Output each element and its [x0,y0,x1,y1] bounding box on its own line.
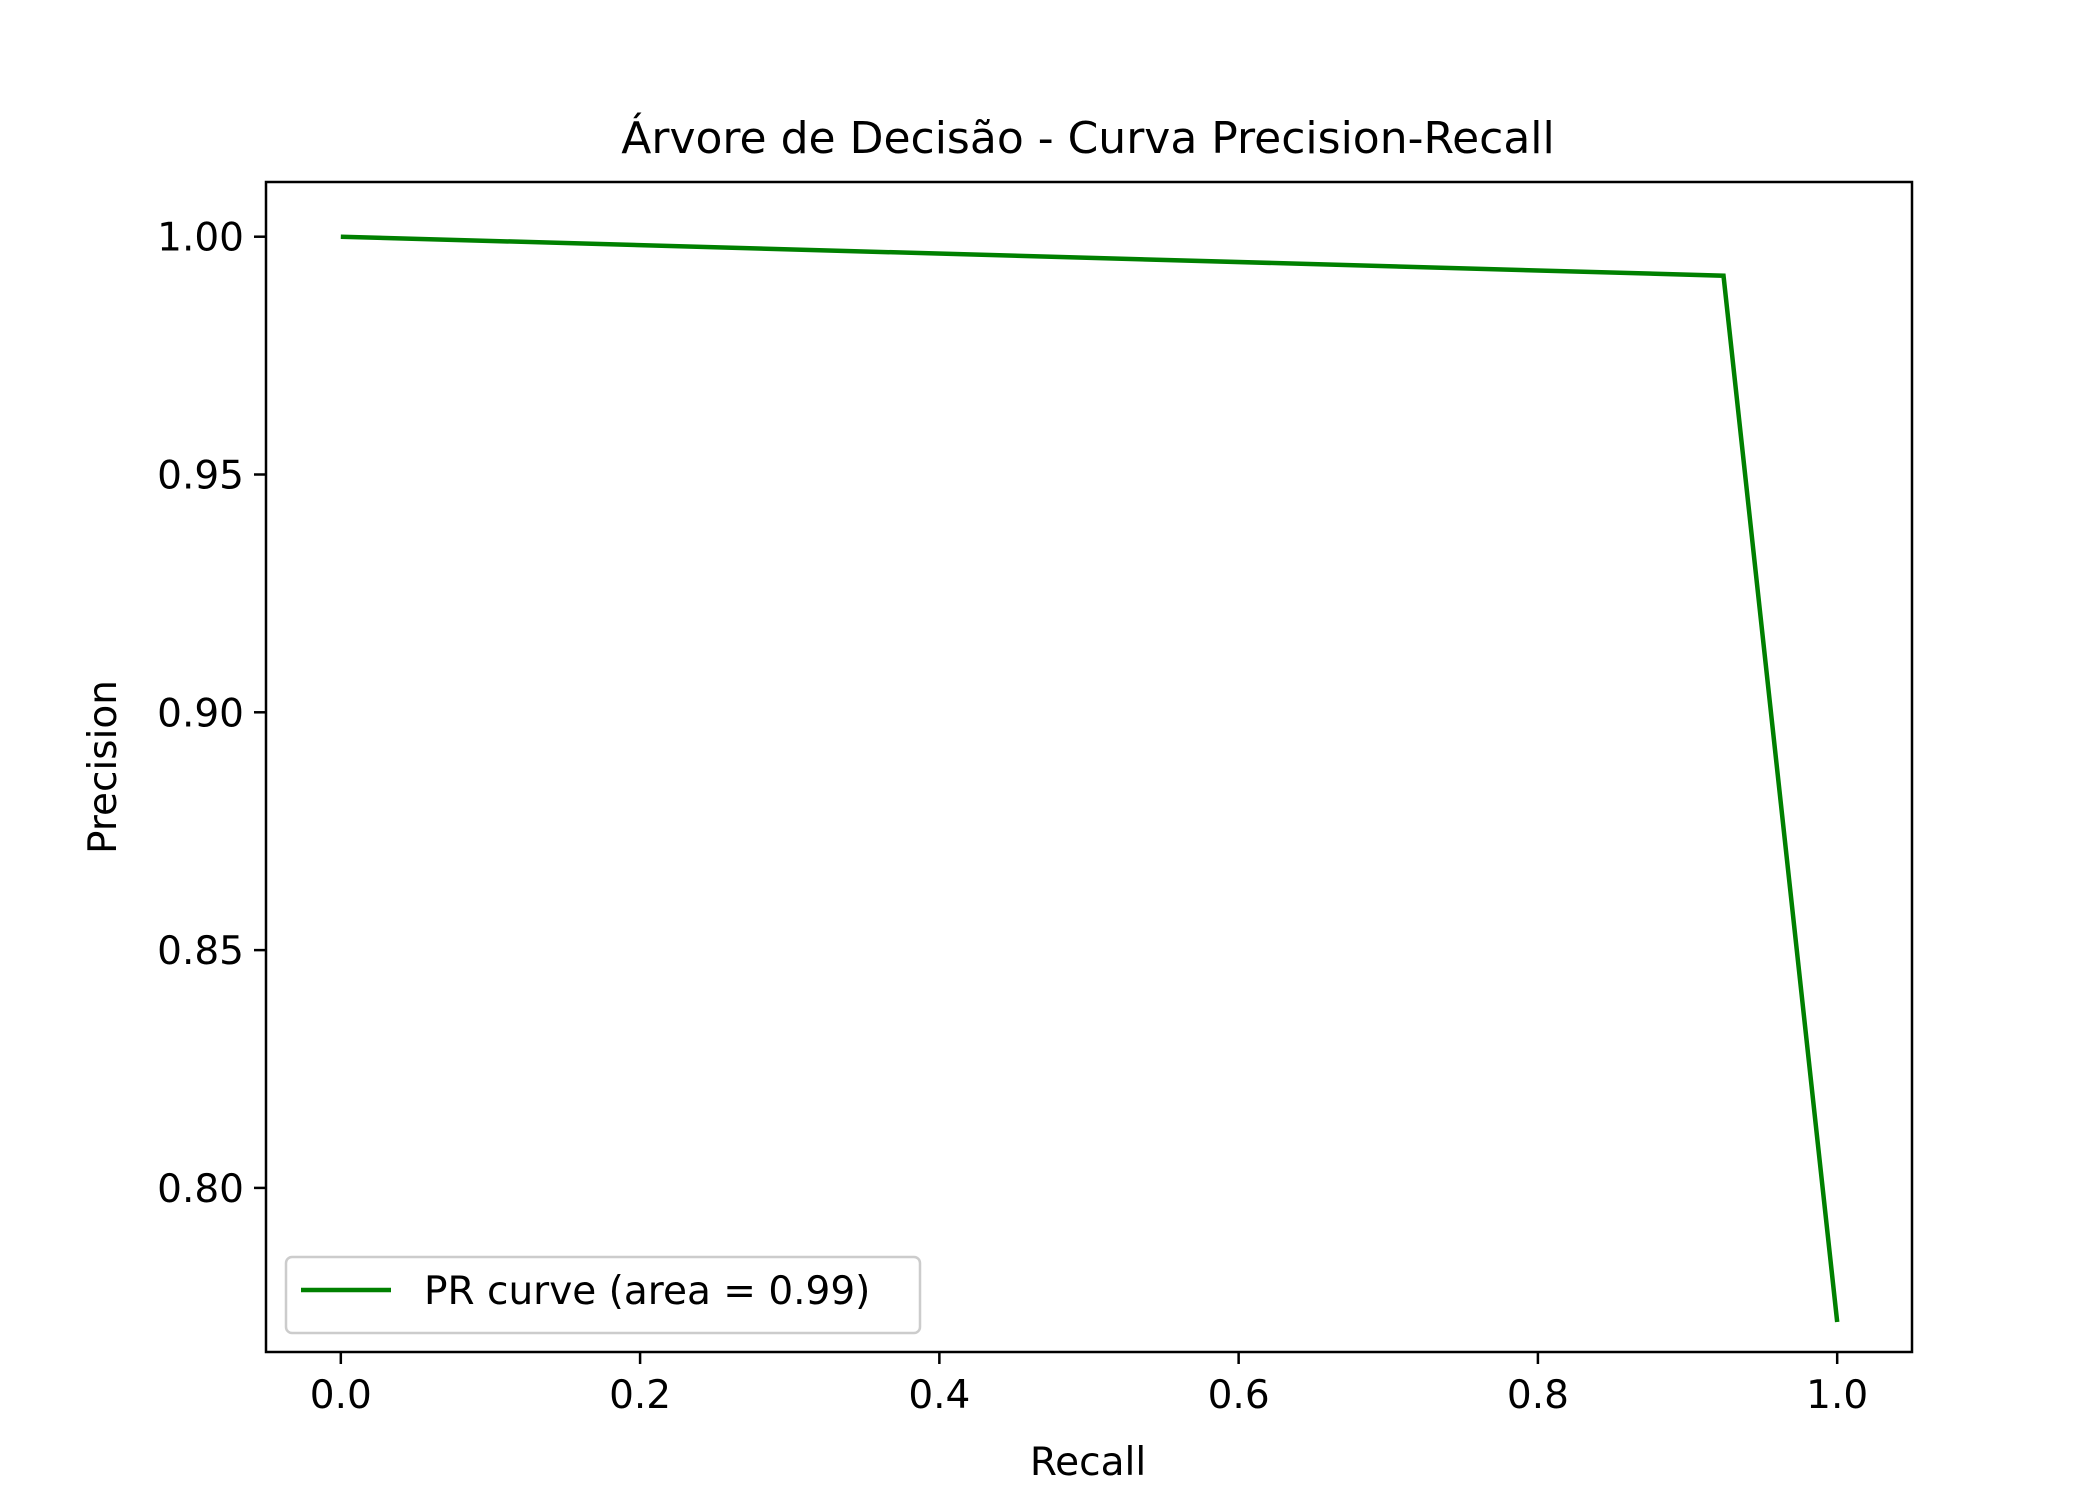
x-axis: 0.0 0.2 0.4 0.6 0.8 1.0 [310,1352,1868,1418]
pr-curve-line [340,234,1840,1323]
legend: PR curve (area = 0.99) [284,1255,922,1335]
x-tick-label: 0.8 [1507,1373,1569,1418]
series-layer [340,234,1840,1323]
axes-frame [264,180,1914,1354]
x-axis-label: Recall [1030,1440,1146,1485]
y-axis-label: Precision [81,680,126,854]
x-tick-label: 0.2 [609,1373,671,1418]
y-axis: 0.80 0.85 0.90 0.95 1.00 [157,216,266,1212]
legend-box [284,1255,922,1335]
y-tick-label: 1.00 [157,216,244,261]
plot-area: 0.0 0.2 0.4 0.6 0.8 1.0 0.80 0.85 0.90 0.95 1.00 [157,180,1914,1418]
x-tick-label: 0.6 [1208,1373,1270,1418]
y-tick-label: 0.90 [157,691,244,736]
x-tick-label: 0.0 [310,1373,372,1418]
x-tick-label: 1.0 [1806,1373,1868,1418]
x-tick-label: 0.4 [908,1373,970,1418]
y-tick-label: 0.85 [157,929,244,974]
legend-entry-label: PR curve (area = 0.99) [424,1269,870,1314]
y-tick-label: 0.80 [157,1167,244,1212]
chart-title: Árvore de Decisão - Curva Precision-Reca… [621,111,1555,164]
y-tick-label: 0.95 [157,454,244,499]
